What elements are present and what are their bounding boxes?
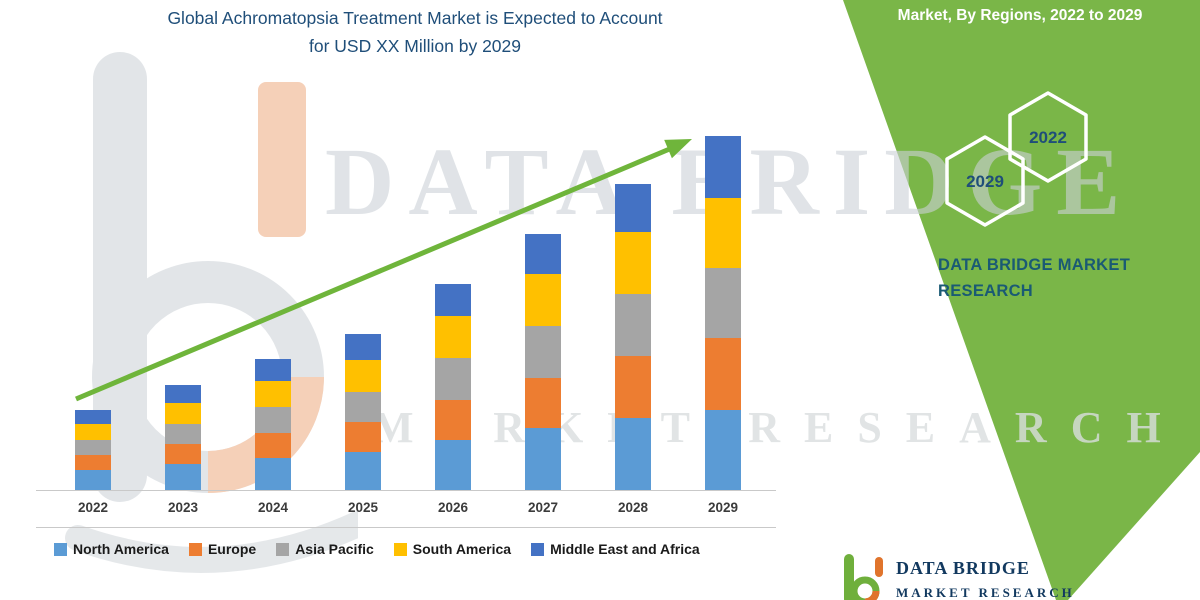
- bar-segment-europe: [435, 400, 471, 440]
- hexagon-label-2022: 2022: [1029, 128, 1067, 147]
- bar-segment-middle-east-and-africa: [525, 234, 561, 274]
- bar-segment-europe: [345, 422, 381, 452]
- legend-label: Middle East and Africa: [550, 541, 700, 557]
- bar-segment-south-america: [705, 198, 741, 268]
- bar-segment-north-america: [615, 418, 651, 490]
- footer-logo-name: DATA BRIDGE: [896, 558, 1030, 578]
- legend-swatch: [54, 542, 67, 556]
- x-axis-labels: 2022 2023 2024 2025 2026 2027 2028 2029: [48, 500, 768, 515]
- bar-segment-south-america: [75, 424, 111, 440]
- legend-label: North America: [73, 541, 169, 557]
- bar-2022: [48, 110, 138, 490]
- legend-label: Europe: [207, 541, 257, 557]
- legend-swatch: [393, 542, 407, 556]
- bar-segment-europe: [255, 433, 291, 458]
- x-axis-label-2022: 2022: [77, 500, 109, 515]
- bar-segment-middle-east-and-africa: [345, 334, 381, 360]
- banner-heading: Market, By Regions, 2022 to 2029: [897, 7, 1143, 24]
- bar-segment-europe: [75, 455, 111, 470]
- bar-segment-asia-pacific: [615, 294, 651, 356]
- bar-2027: [498, 110, 588, 490]
- bar-segment-europe: [615, 356, 651, 418]
- bar-segment-middle-east-and-africa: [75, 410, 111, 424]
- hexagon-2029-outline: [945, 135, 1025, 227]
- bar-2029: [678, 110, 768, 490]
- bar-segment-asia-pacific: [525, 326, 561, 378]
- legend-label: Asia Pacific: [295, 541, 374, 557]
- legend-swatch: [276, 542, 290, 556]
- bar-segment-north-america: [75, 470, 111, 490]
- x-axis-label-2028: 2028: [617, 500, 649, 515]
- legend-label: South America: [412, 541, 512, 557]
- banner-brand-line1: DATA BRIDGE MARKET: [938, 256, 1131, 274]
- watermark-text-marketresearch: MARKET RESEARCH: [372, 403, 1185, 452]
- bar-segment-europe: [705, 338, 741, 410]
- legend-item-asia-pacific: Asia Pacific: [276, 541, 374, 557]
- x-axis-line: [36, 490, 776, 491]
- chart-title-line1: Global Achromatopsia Treatment Market is…: [167, 8, 663, 28]
- hexagon-label-2029: 2029: [966, 172, 1004, 191]
- x-axis-label-2027: 2027: [527, 500, 559, 515]
- chart-legend: North America Europe Asia Pacific South Ame…: [54, 541, 824, 557]
- legend-item-north-america: North America: [54, 541, 169, 557]
- footer-logo: DATA BRIDGE MARKET RESEARCH: [840, 552, 1075, 600]
- banner-brand-line2: RESEARCH: [938, 282, 1033, 300]
- legend-swatch: [188, 542, 202, 556]
- bar-segment-south-america: [525, 274, 561, 326]
- x-axis-label-2024: 2024: [257, 500, 289, 515]
- bar-segment-north-america: [435, 440, 471, 490]
- bar-segment-north-america: [525, 428, 561, 490]
- bar-2023: [138, 110, 228, 490]
- bars-area: [48, 110, 768, 490]
- bar-segment-asia-pacific: [705, 268, 741, 338]
- bar-segment-asia-pacific: [345, 392, 381, 422]
- bar-segment-south-america: [435, 316, 471, 358]
- bar-segment-north-america: [345, 452, 381, 490]
- bar-segment-south-america: [345, 360, 381, 392]
- bar-segment-middle-east-and-africa: [435, 284, 471, 316]
- bar-segment-asia-pacific: [255, 407, 291, 433]
- bar-segment-south-america: [255, 381, 291, 407]
- x-axis-label-2025: 2025: [347, 500, 379, 515]
- bar-segment-north-america: [255, 458, 291, 490]
- bar-segment-north-america: [165, 464, 201, 490]
- bar-2024: [228, 110, 318, 490]
- legend-item-south-america: South America: [393, 541, 512, 557]
- legend-swatch: [531, 542, 545, 556]
- databridge-logo-icon: [844, 554, 883, 600]
- bar-segment-south-america: [615, 232, 651, 294]
- bar-segment-asia-pacific: [435, 358, 471, 400]
- legend-item-europe: Europe: [188, 541, 257, 557]
- footer-logo-subname: MARKET RESEARCH: [896, 585, 1075, 600]
- bar-segment-south-america: [165, 403, 201, 424]
- legend-item-middle-east-and-africa: Middle East and Africa: [531, 541, 700, 557]
- bar-segment-asia-pacific: [165, 424, 201, 444]
- bar-2028: [588, 110, 678, 490]
- bar-segment-middle-east-and-africa: [165, 385, 201, 403]
- bar-segment-middle-east-and-africa: [255, 359, 291, 381]
- x-axis-label-2029: 2029: [707, 500, 739, 515]
- hexagon-2022-outline: [1008, 91, 1088, 183]
- bar-segment-europe: [525, 378, 561, 428]
- bar-segment-middle-east-and-africa: [705, 136, 741, 198]
- banner-brand-name: DATA BRIDGE MARKET RESEARCH: [938, 252, 1130, 304]
- x-axis-label-2026: 2026: [437, 500, 469, 515]
- bar-2026: [408, 110, 498, 490]
- chart-title-line2: for USD XX Million by 2029: [308, 36, 522, 56]
- x-axis-lower-line: [36, 527, 776, 528]
- hexagons-graphic: [945, 91, 1088, 227]
- chart-title: Global Achromatopsia Treatment Market is…: [50, 4, 780, 60]
- x-axis-label-2023: 2023: [167, 500, 199, 515]
- bar-segment-asia-pacific: [75, 440, 111, 455]
- bar-segment-europe: [165, 444, 201, 464]
- bar-2025: [318, 110, 408, 490]
- bar-segment-north-america: [705, 410, 741, 490]
- bar-segment-middle-east-and-africa: [615, 184, 651, 232]
